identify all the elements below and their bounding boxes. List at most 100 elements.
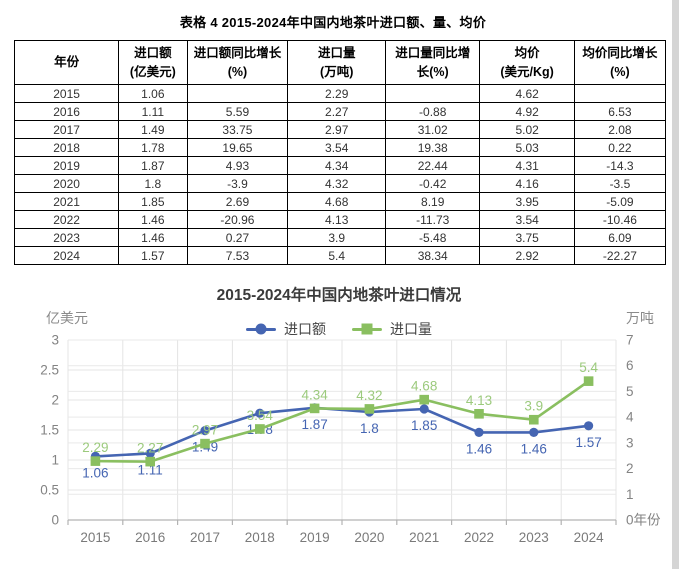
data-point-import-value [584,421,594,431]
legend-marker-shape [361,323,373,335]
x-axis-category-label: 2018 [245,530,275,545]
data-label-import-volume: 2.97 [192,423,218,438]
x-axis-category-label: 2022 [464,530,494,545]
data-point-import-volume [145,456,155,467]
chart-legend: 进口额 进口量 [8,319,670,339]
data-label-import-value: 1.46 [521,441,547,456]
column-header: 均价 (美元/Kg) [479,40,575,85]
data-point-import-value [145,448,155,458]
table-cell: 6.53 [573,102,667,121]
right-axis-tick-label: 7 [626,333,634,348]
table-cell: 1.85 [118,192,188,211]
table-cell: 2016 [13,102,120,121]
left-axis-tick-label: 2 [51,393,59,408]
table-cell: 4.34 [287,156,387,175]
data-point-import-volume [474,409,484,419]
table-row: 2020 1.8 -3.9 4.32 -0.42 4.16 -3.5 [13,174,667,193]
table-cell: -3.5 [573,174,667,193]
data-label-import-value: 1.11 [138,462,163,477]
data-point-import-volume [90,456,101,466]
table-cell: -10.46 [573,210,667,229]
table-cell: 2024 [13,246,120,265]
window-edge-strip [672,0,679,569]
data-label-import-value: 1.8 [360,421,379,436]
table-cell: 19.38 [385,138,481,157]
series-line-import-volume [95,380,590,463]
table-cell: 6.09 [573,228,667,247]
table-row: 2022 1.46 -20.96 4.13 -11.73 3.54 -10.46 [13,210,667,229]
table-cell: 1.57 [118,246,188,265]
x-axis-category-label: 2016 [135,530,165,545]
table-cell: 2023 [13,228,120,247]
data-label-import-volume: 2.29 [82,440,108,455]
table-cell: -5.48 [385,228,481,247]
column-header: 进口量同比增 长(%) [385,40,481,85]
table-cell: 1.46 [118,228,188,247]
table-cell: 2.27 [287,102,387,121]
data-point-import-volume [200,438,210,449]
data-point-import-value [255,408,265,418]
table-caption: 表格 4 2015-2024年中国内地茶叶进口额、量、均价 [179,15,487,30]
x-axis-category-label: 2021 [409,530,439,545]
left-axis-tick-label: 0 [51,513,59,528]
data-point-import-volume [583,376,594,386]
column-header: 进口额同比增长 (%) [186,40,289,85]
table-cell: 4.31 [479,156,575,175]
table-cell: 2021 [13,192,120,211]
x-axis-category-label: 2015 [80,530,110,545]
table-cell: -14.3 [573,156,667,175]
table-cell: -3.9 [186,174,289,193]
table-cell [385,84,481,103]
data-point-import-volume [419,394,429,405]
table-cell: 2.08 [573,120,667,139]
left-axis-tick-label: 0.5 [40,483,59,498]
table-cell: 2019 [13,156,120,175]
table-header-row: 年份 进口额 (亿美元) 进口额同比增长 (%) 进口量 (万吨) 进口量同比增 长(%… [13,40,667,85]
x-axis-category-label: 2023 [519,530,549,545]
x-axis-category-label: 2020 [354,530,384,545]
table-cell: 1.46 [118,210,188,229]
data-label-import-volume: 4.34 [301,387,328,402]
right-axis-tick-label: 4 [626,410,634,425]
table-cell [186,84,289,103]
table-cell: 0.22 [573,138,667,157]
data-label-import-value: 1.85 [411,418,437,433]
table-cell: 3.95 [479,192,575,211]
table-cell: 2.92 [479,246,575,265]
data-point-import-value [529,427,539,437]
data-point-import-value [419,404,429,414]
table-cell: 4.62 [479,84,575,103]
table-cell: 31.02 [385,120,481,139]
table-cell: 2018 [13,138,120,157]
import-trend-chart: 2015-2024年中国内地茶叶进口情况 亿美元 万吨 进口额 进口量 3 2.5 2… [8,281,670,569]
column-header: 进口额 (亿美元) [118,40,188,85]
chart-plot-area: 3 2.5 2 1.5 1 0.5 0 7 6 5 4 3 2 1 0年份 2015 2016 2017 2018 2… [40,333,661,546]
left-axis-tick-label: 2.5 [40,363,59,378]
table-cell: -0.42 [385,174,481,193]
right-axis-tick-label: 1 [626,487,634,502]
data-label-import-volume: 4.32 [356,388,382,403]
table-cell: 2.97 [287,120,387,139]
legend-label: 进口额 [284,321,326,337]
legend-marker-shape [255,323,267,335]
data-label-import-value: 1.87 [301,417,327,432]
data-label-import-volume: 2.27 [137,441,163,456]
table-cell: 2015 [13,84,120,103]
legend-square-marker-icon [352,323,382,335]
table-cell: -20.96 [186,210,289,229]
table-row: 2019 1.87 4.93 4.34 22.44 4.31 -14.3 [13,156,667,175]
table-cell: 38.34 [385,246,481,265]
table-cell: 4.16 [479,174,575,193]
table-cell: 2.69 [186,192,289,211]
table-cell: 4.32 [287,174,387,193]
table-cell: -11.73 [385,210,481,229]
table-cell: 22.44 [385,156,481,175]
data-point-import-volume [309,403,320,414]
right-axis-tick-label: 2 [626,461,634,476]
data-point-import-value [474,427,484,437]
right-axis-tick-label: 5 [626,384,634,399]
table-row: 2021 1.85 2.69 4.68 8.19 3.95 -5.09 [13,192,667,211]
column-header: 年份 [13,40,120,85]
table-row: 2017 1.49 33.75 2.97 31.02 5.02 2.08 [13,120,667,139]
table-cell: 1.8 [118,174,188,193]
